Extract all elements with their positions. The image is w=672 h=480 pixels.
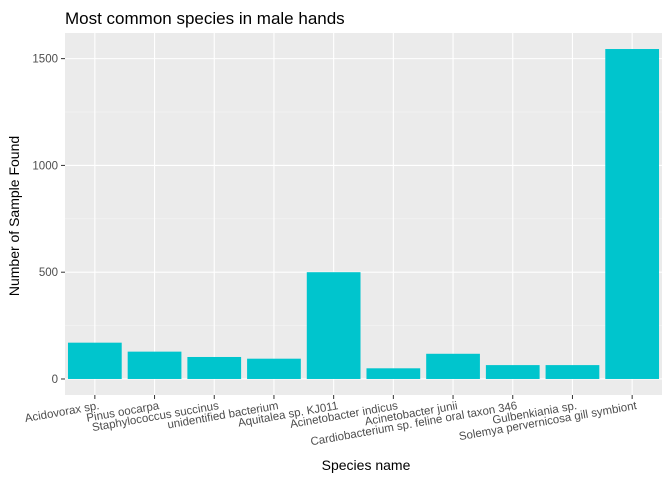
y-axis-title: Number of Sample Found xyxy=(6,136,22,296)
chart-title: Most common species in male hands xyxy=(65,9,345,28)
y-tick-label: 1000 xyxy=(32,160,58,172)
bar xyxy=(605,49,660,379)
bar xyxy=(485,365,540,379)
bar xyxy=(67,342,122,379)
bar xyxy=(306,272,361,379)
y-tick-label: 0 xyxy=(52,374,58,386)
y-tick-label: 1500 xyxy=(32,54,58,66)
plot-panel xyxy=(65,33,662,395)
y-tick-label: 500 xyxy=(39,267,58,279)
bar xyxy=(426,353,480,379)
x-axis: Acidovorax sp.Pinus oocarpaStaphylococcu… xyxy=(24,395,638,448)
y-axis: 0 500 1000 1500 xyxy=(32,54,65,386)
bar xyxy=(187,356,242,379)
bars-group xyxy=(67,49,660,379)
bar xyxy=(247,358,301,379)
bar xyxy=(545,365,600,379)
bar xyxy=(127,351,182,379)
grid-lines xyxy=(65,33,662,395)
bar xyxy=(366,368,421,379)
x-axis-title: Species name xyxy=(322,457,411,473)
